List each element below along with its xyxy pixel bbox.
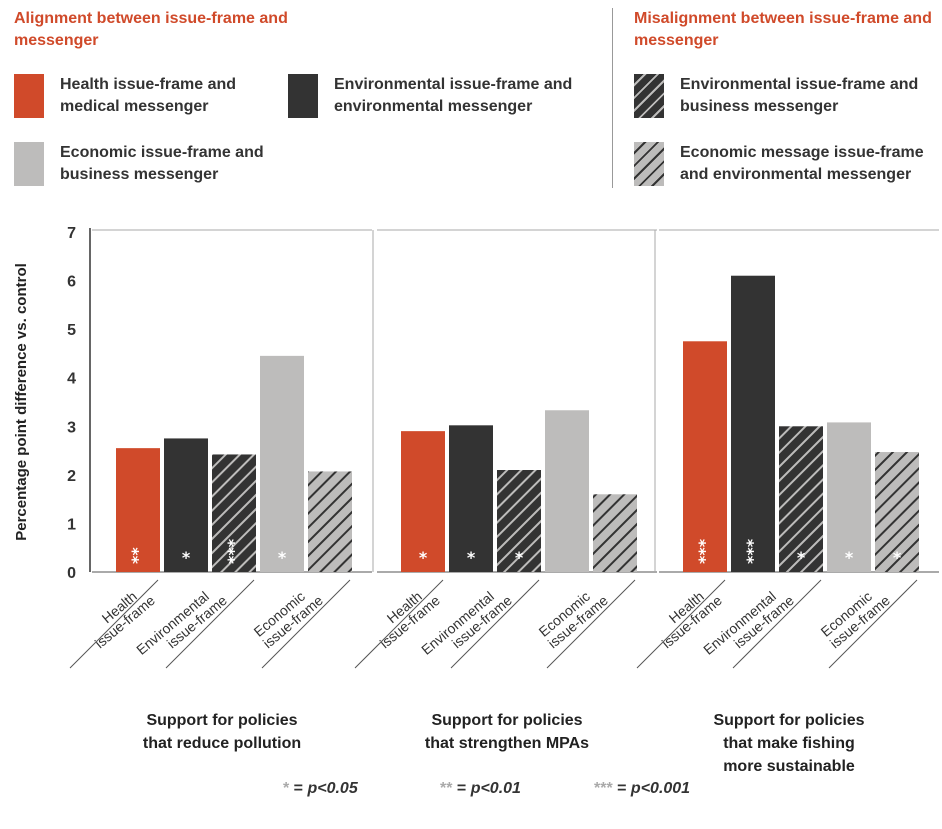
y-tick-label: 1 xyxy=(67,516,76,533)
category-tick-line xyxy=(546,579,636,669)
sig-stars: ** xyxy=(440,780,453,797)
category-tick-line xyxy=(69,579,159,669)
significance-label: * xyxy=(845,548,854,567)
y-tick-label: 7 xyxy=(67,225,76,242)
panel-title-line: Support for policies xyxy=(431,712,582,729)
category-tick-line xyxy=(732,579,822,669)
legend-item-economic-business: Economic issue-frame and business messen… xyxy=(14,142,284,186)
sig-text: p<0.01 xyxy=(470,780,521,797)
bar xyxy=(497,470,541,572)
bar xyxy=(875,452,919,572)
bar xyxy=(827,422,871,572)
significance-label: * xyxy=(797,548,806,567)
bar xyxy=(260,355,304,572)
y-tick-label: 3 xyxy=(67,419,76,436)
panel-title-line: Support for policies xyxy=(713,712,864,729)
category-tick-line xyxy=(636,579,726,669)
bar xyxy=(401,431,445,572)
bar xyxy=(731,275,775,572)
legend-divider xyxy=(612,8,613,188)
significance-label: * xyxy=(419,548,428,567)
sig-stars: *** xyxy=(594,780,613,797)
bar xyxy=(308,471,352,572)
legend-label: Environmental issue-frame and environmen… xyxy=(334,76,573,115)
bar xyxy=(116,448,160,572)
legend-label: Economic message issue-frame and environ… xyxy=(680,144,924,183)
y-axis-title: Percentage point difference vs. control xyxy=(13,263,30,541)
category-tick-line xyxy=(165,579,255,669)
panel-title-line: that strengthen MPAs xyxy=(425,735,589,752)
legend-label: Environmental issue-frame and business m… xyxy=(680,76,919,115)
bar xyxy=(779,426,823,572)
legend-misaligned-title: Misalignment between issue-frame and mes… xyxy=(634,10,932,49)
legend-item-health-medical: Health issue-frame and medical messenger xyxy=(14,74,274,118)
significance-label: * xyxy=(467,548,476,567)
bar xyxy=(449,425,493,572)
legend-item-environmental-environmental: Environmental issue-frame and environmen… xyxy=(288,74,598,118)
bar xyxy=(683,341,727,572)
category-tick-line xyxy=(828,579,918,669)
significance-label: * xyxy=(278,548,287,567)
legend-label: Economic issue-frame and business messen… xyxy=(60,144,264,183)
category-tick-line xyxy=(261,579,351,669)
significance-label: * xyxy=(515,548,524,567)
y-tick-label: 4 xyxy=(67,371,76,388)
y-tick-label: 2 xyxy=(67,468,76,485)
legend-swatch-economic xyxy=(14,142,44,186)
y-tick-label: 0 xyxy=(67,565,76,582)
legend-item-environmental-business: Environmental issue-frame and business m… xyxy=(634,74,934,118)
significance-label: *** xyxy=(743,538,762,564)
bar xyxy=(212,454,256,572)
sig-key-3: *** = p<0.001 xyxy=(594,780,691,797)
panel-title-line: that make fishing xyxy=(723,735,855,752)
y-tick-label: 5 xyxy=(67,322,76,339)
panel-title-line: more sustainable xyxy=(723,758,855,775)
sig-key-1: * = p<0.05 xyxy=(283,780,358,797)
y-tick-label: 6 xyxy=(67,274,76,291)
significance-label: ** xyxy=(128,547,147,564)
panel-title-line: Support for policies xyxy=(146,712,297,729)
sig-stars: * xyxy=(283,780,290,797)
sig-key-2: ** = p<0.01 xyxy=(440,780,521,797)
category-tick-line xyxy=(354,579,444,669)
legend-swatch-environmental xyxy=(288,74,318,118)
legend-swatch-environmental-hatched xyxy=(634,74,664,118)
significance-label: * xyxy=(893,548,902,567)
legend-label: Health issue-frame and medical messenger xyxy=(60,76,237,115)
significance-label: * xyxy=(182,548,191,567)
panel-title-line: that reduce pollution xyxy=(143,735,301,752)
bar xyxy=(545,410,589,572)
significance-label: *** xyxy=(224,538,243,564)
legend-item-economic-environmental: Economic message issue-frame and environ… xyxy=(634,142,940,186)
legend-aligned-title: Alignment between issue-frame and messen… xyxy=(14,10,288,49)
bar xyxy=(164,438,208,572)
bar xyxy=(593,494,637,572)
legend-swatch-economic-hatched xyxy=(634,142,664,186)
category-tick-line xyxy=(450,579,540,669)
sig-text: p<0.05 xyxy=(307,780,358,797)
legend-swatch-health xyxy=(14,74,44,118)
significance-label: *** xyxy=(695,538,714,564)
sig-text: p<0.001 xyxy=(630,780,691,797)
